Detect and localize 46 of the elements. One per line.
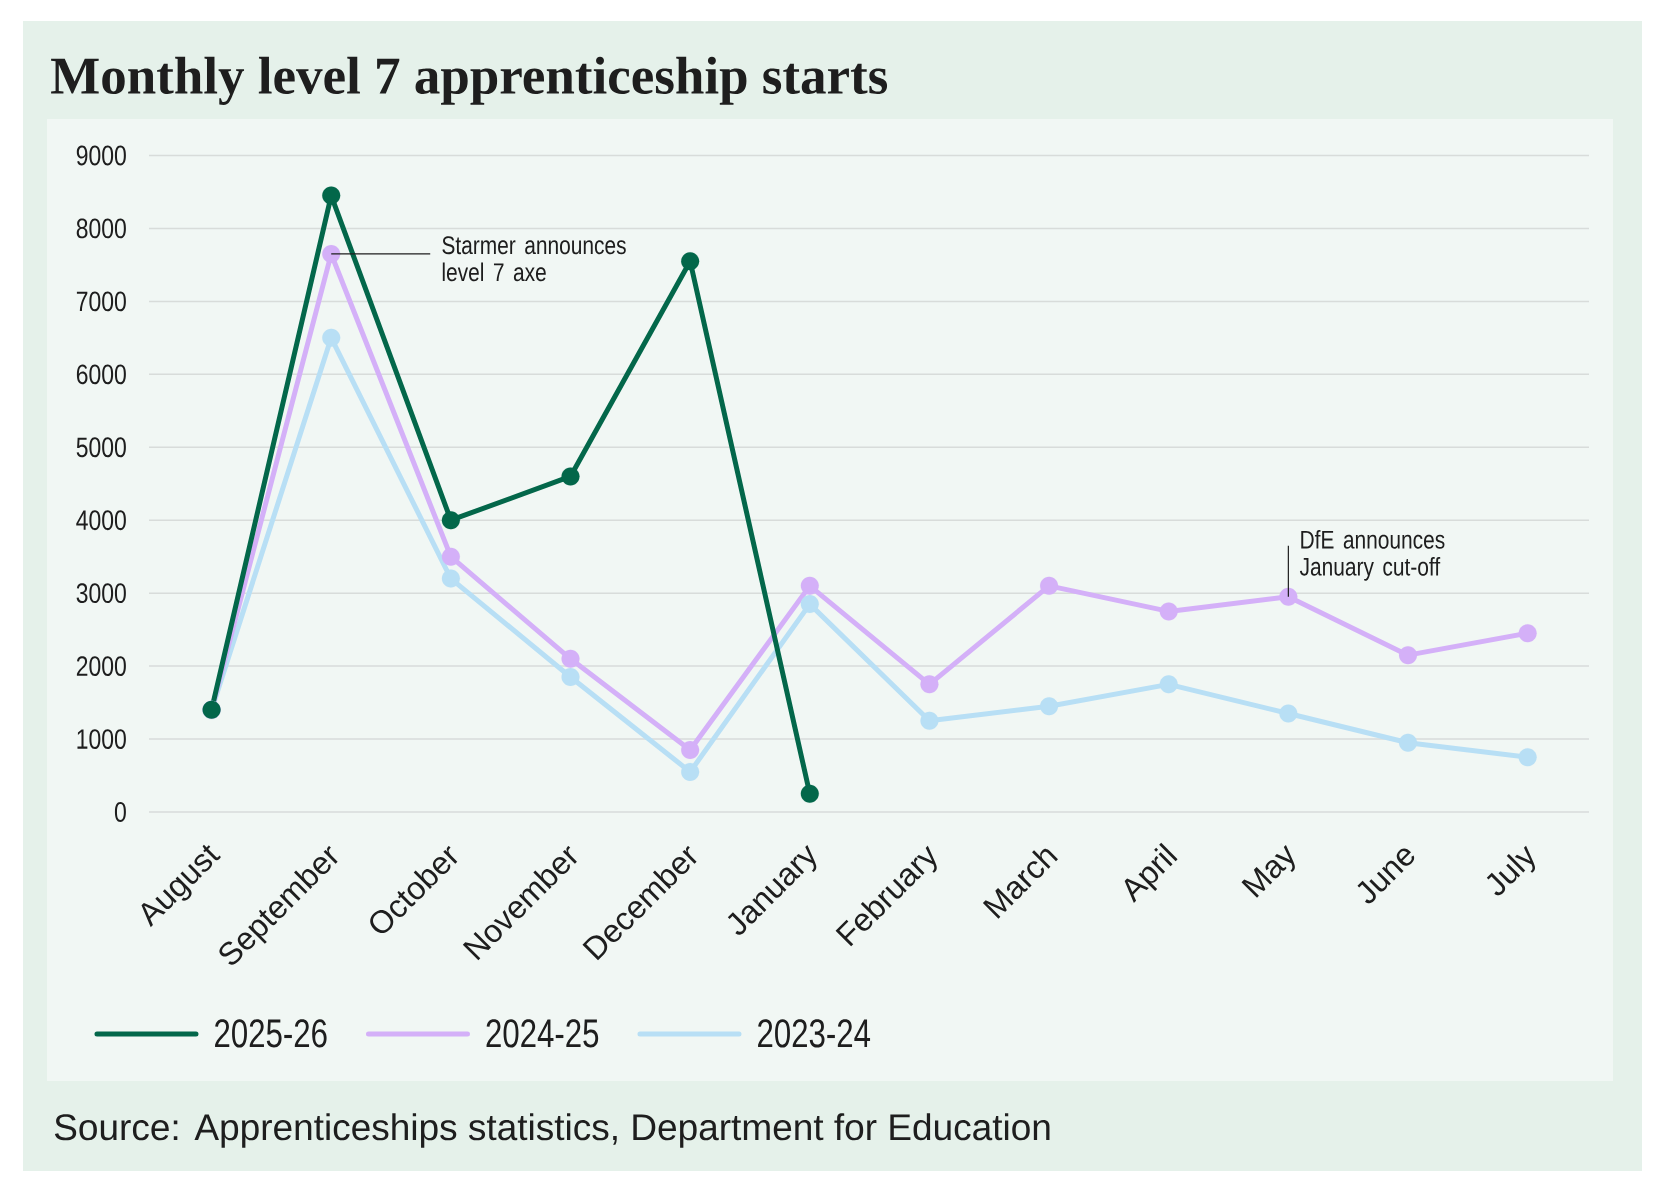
point [322,328,341,347]
point [1159,675,1178,694]
legend-label: 2023-24 [758,1019,871,1048]
y-tick-label: 5000 [76,437,126,458]
y-tick-label: 9000 [76,145,126,166]
y-tick-label: 3000 [76,583,126,604]
y-tick-label: 6000 [76,364,126,385]
point [322,244,341,264]
legend-label: 2024-25 [486,1019,599,1048]
point [1398,733,1418,752]
point [1398,646,1418,665]
point [561,649,580,668]
point [1159,602,1178,621]
x-tick-label: May [1241,844,1295,898]
point [920,675,939,694]
point [1279,704,1298,723]
annotation: DfE announces January cut-off [1299,530,1445,581]
point [441,511,460,530]
y-tick-label: 2000 [76,656,126,677]
point [1279,587,1298,606]
legend-label: 2025-26 [215,1019,327,1048]
point [681,740,700,760]
y-tick-label: 0 [114,802,126,822]
y-tick-label: 7000 [76,291,126,312]
point [1518,624,1537,643]
point [441,569,460,588]
point [920,711,939,730]
source-note: Source: Apprenticeships statistics, Department for Education [54,1113,1050,1148]
point [681,252,700,271]
annotation: Starmer announces level 7 axe [442,236,626,282]
point [681,762,700,781]
y-tick-label: 8000 [76,218,126,239]
point [441,547,460,566]
y-tick-label: 1000 [77,729,126,749]
point [800,595,819,614]
point [322,186,341,205]
point [1040,697,1059,716]
point [800,576,819,595]
x-tick-label: July [1486,845,1535,896]
point [800,784,819,803]
point [561,467,580,486]
point [1518,748,1537,767]
chart-title: Monthly level 7 apprenticeship starts [51,56,888,105]
y-tick-label: 4000 [76,510,126,531]
point [1040,576,1059,595]
point [561,668,580,687]
